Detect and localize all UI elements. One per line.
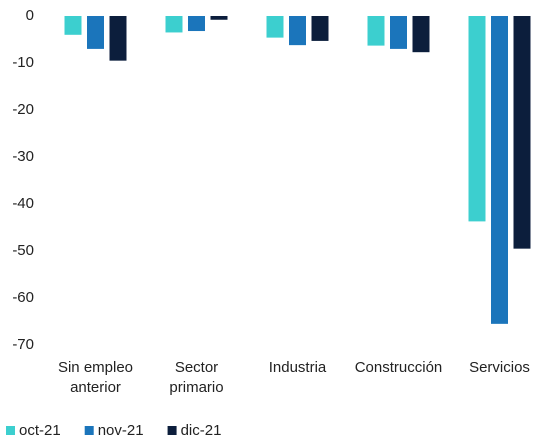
- bar: [87, 16, 104, 49]
- bar: [266, 16, 284, 38]
- legend-swatch: [6, 426, 15, 435]
- bar: [513, 16, 531, 249]
- bar: [468, 16, 486, 222]
- bar: [311, 16, 329, 41]
- bar: [188, 16, 205, 32]
- y-tick-label: -20: [12, 101, 34, 118]
- y-tick-label: -60: [12, 289, 34, 306]
- y-tick-label: 0: [26, 7, 34, 24]
- x-tick-label: Industria: [268, 359, 327, 376]
- y-tick-label: -40: [12, 195, 34, 212]
- bar: [412, 16, 430, 53]
- y-tick-label: -70: [12, 336, 34, 353]
- y-tick-label: -10: [12, 54, 34, 71]
- y-tick-label: -50: [12, 242, 34, 259]
- x-tick-label: Construcción: [354, 359, 443, 376]
- legend-swatch: [167, 426, 177, 435]
- legend-label: nov-21: [98, 422, 144, 439]
- x-tick-label: Servicios: [469, 359, 530, 376]
- x-tick-label: Sin empleo anterior: [57, 359, 134, 396]
- bar: [367, 16, 385, 46]
- x-tick-label: Sector primario: [169, 359, 224, 396]
- legend-label: oct-21: [19, 422, 61, 439]
- bar: [390, 16, 407, 49]
- bar: [109, 16, 127, 61]
- legend-label: dic-21: [181, 422, 222, 439]
- bar: [165, 16, 183, 33]
- bar: [64, 16, 82, 35]
- y-tick-label: -30: [12, 148, 34, 165]
- bar: [210, 16, 228, 20]
- bar: [491, 16, 508, 324]
- legend-swatch: [84, 426, 94, 435]
- bar: [289, 16, 306, 46]
